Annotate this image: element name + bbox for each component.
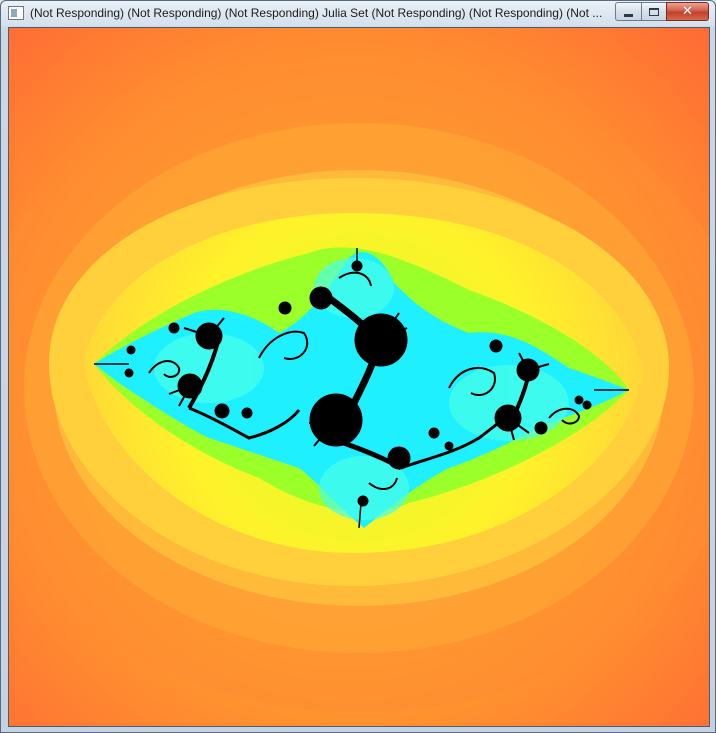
maximize-icon: [649, 7, 659, 16]
julia-set-canvas[interactable]: [8, 27, 710, 727]
title-bar[interactable]: (Not Responding) (Not Responding) (Not R…: [1, 1, 715, 26]
app-window-icon[interactable]: [8, 6, 24, 20]
close-button[interactable]: ✕: [666, 2, 709, 21]
close-icon: ✕: [682, 4, 693, 19]
window-controls: ✕: [615, 2, 709, 21]
julia-set-core: [94, 248, 629, 529]
minimize-button[interactable]: [615, 2, 641, 21]
julia-set-image: [9, 28, 709, 726]
window-title: (Not Responding) (Not Responding) (Not R…: [30, 6, 602, 20]
maximize-button[interactable]: [641, 2, 666, 21]
minimize-icon: [624, 13, 633, 17]
app-icon-pane: [11, 9, 17, 17]
